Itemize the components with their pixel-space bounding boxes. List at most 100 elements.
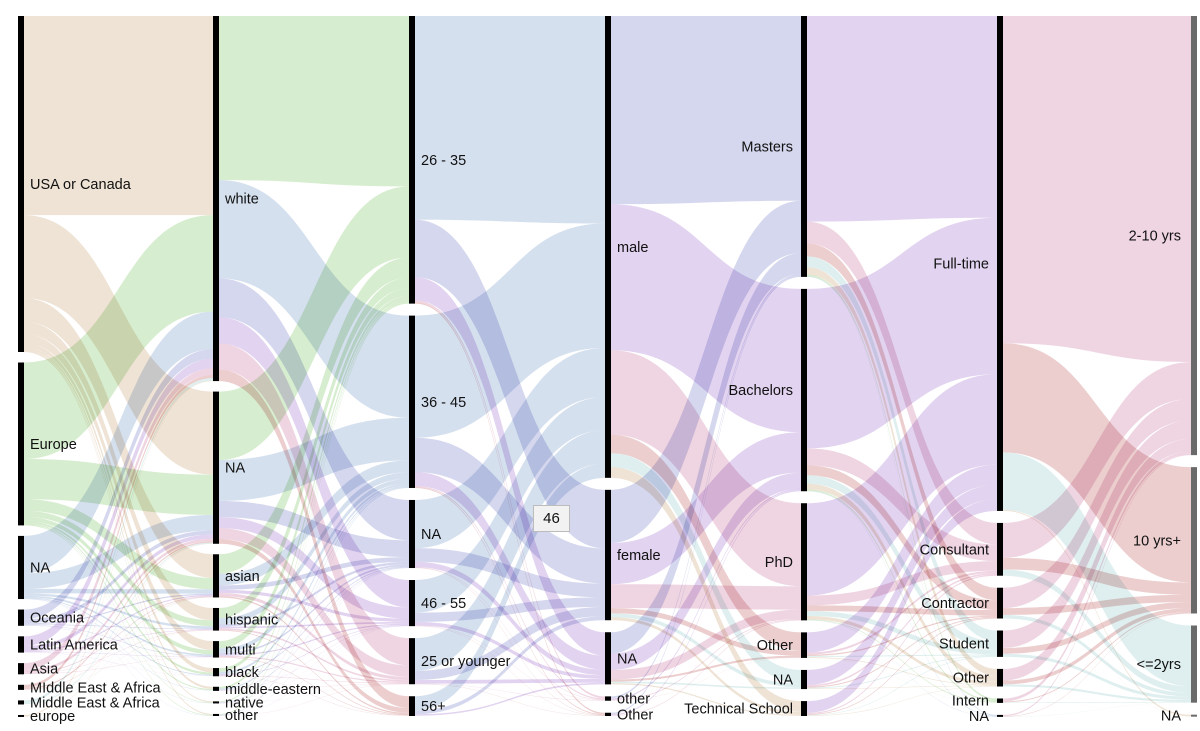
flow-band[interactable] — [24, 543, 213, 717]
node-bar[interactable] — [997, 522, 1003, 576]
node-bar[interactable] — [18, 700, 24, 705]
flow-band[interactable] — [219, 301, 409, 703]
flow-band[interactable] — [807, 374, 997, 596]
flow-band[interactable] — [219, 623, 409, 656]
flow-band[interactable] — [219, 500, 409, 558]
flow-band[interactable] — [807, 570, 997, 655]
flow-band[interactable] — [415, 625, 605, 701]
node-bar[interactable] — [213, 641, 219, 658]
node-bar[interactable] — [997, 714, 1003, 717]
node-bar[interactable] — [997, 668, 1003, 687]
flow-band[interactable] — [219, 485, 409, 690]
flow-band[interactable] — [219, 566, 409, 675]
flow-band[interactable] — [24, 597, 213, 705]
node-bar[interactable] — [213, 607, 219, 631]
node-bar[interactable] — [605, 632, 611, 685]
flow-band[interactable] — [807, 686, 997, 716]
flow-band[interactable] — [415, 347, 605, 549]
flow-band[interactable] — [219, 472, 409, 625]
flow-band[interactable] — [415, 606, 605, 681]
flow-band[interactable] — [24, 598, 213, 691]
node-bar[interactable] — [409, 696, 415, 716]
flow-band[interactable] — [807, 217, 997, 449]
flow-band[interactable] — [24, 16, 213, 216]
flow-band[interactable] — [807, 489, 997, 702]
flow-band[interactable] — [1003, 420, 1191, 648]
flow-band[interactable] — [807, 616, 997, 685]
flow-band[interactable] — [1003, 684, 1191, 702]
flow-band[interactable] — [1003, 612, 1191, 703]
flow-band[interactable] — [24, 630, 213, 690]
flow-band[interactable] — [24, 541, 213, 690]
flow-band[interactable] — [1003, 509, 1191, 717]
node-bar[interactable] — [213, 686, 219, 691]
node-bar[interactable] — [213, 701, 219, 704]
flow-band[interactable] — [219, 343, 409, 666]
flow-band[interactable] — [219, 186, 409, 460]
flow-band[interactable] — [219, 478, 409, 653]
flow-band[interactable] — [24, 624, 213, 630]
flow-band[interactable] — [219, 486, 409, 703]
node-bar[interactable] — [18, 362, 24, 526]
flow-band[interactable] — [219, 625, 409, 704]
flow-band[interactable] — [24, 651, 213, 657]
node-bar[interactable] — [213, 391, 219, 544]
node-bar[interactable] — [801, 288, 807, 492]
flow-band[interactable] — [219, 655, 409, 684]
flow-band[interactable] — [611, 584, 801, 610]
flow-band[interactable] — [24, 349, 213, 620]
flow-band[interactable] — [611, 472, 801, 670]
flow-band[interactable] — [415, 548, 605, 598]
node-bar[interactable] — [409, 499, 415, 569]
flow-band[interactable] — [611, 488, 801, 700]
node-bar[interactable] — [18, 609, 24, 626]
node-bar[interactable] — [605, 696, 611, 701]
node-bar[interactable] — [213, 16, 219, 382]
flow-band[interactable] — [219, 16, 409, 187]
node-bar[interactable] — [801, 503, 807, 621]
flow-band[interactable] — [415, 683, 605, 701]
flow-band[interactable] — [807, 243, 997, 601]
flow-band[interactable] — [24, 524, 213, 716]
flow-band[interactable] — [807, 16, 997, 222]
flow-band[interactable] — [807, 572, 997, 687]
flow-band[interactable] — [219, 625, 409, 716]
flow-band[interactable] — [611, 608, 801, 656]
flow-band[interactable] — [24, 368, 213, 670]
flow-band[interactable] — [24, 629, 213, 674]
node-bar[interactable] — [409, 315, 415, 488]
flow-band[interactable] — [219, 676, 409, 716]
flow-band[interactable] — [807, 656, 997, 716]
node-bar[interactable] — [409, 16, 415, 304]
flow-band[interactable] — [219, 257, 409, 574]
flow-band[interactable] — [611, 681, 801, 689]
node-bar[interactable] — [801, 632, 807, 658]
flow-band[interactable] — [611, 200, 801, 543]
node-bar[interactable] — [605, 16, 611, 478]
flow-band[interactable] — [24, 215, 213, 460]
flow-band[interactable] — [219, 589, 409, 622]
flow-band[interactable] — [219, 684, 409, 716]
flow-band[interactable] — [219, 683, 409, 691]
node-bar[interactable] — [409, 580, 415, 627]
flow-band[interactable] — [611, 252, 801, 654]
flow-band[interactable] — [219, 561, 409, 627]
flow-band[interactable] — [24, 516, 213, 655]
flow-band[interactable] — [611, 683, 801, 716]
flow-band[interactable] — [1003, 398, 1191, 609]
flow-band[interactable] — [807, 484, 997, 686]
flow-band[interactable] — [219, 417, 409, 501]
flow-band[interactable] — [807, 499, 997, 713]
flow-band[interactable] — [24, 656, 213, 675]
node-bar[interactable] — [605, 712, 611, 716]
flow-band[interactable] — [219, 628, 409, 682]
flow-band[interactable] — [415, 625, 605, 716]
flow-band[interactable] — [219, 567, 409, 716]
flow-band[interactable] — [807, 619, 997, 703]
flow-band[interactable] — [219, 629, 409, 715]
flow-band[interactable] — [219, 657, 409, 716]
flow-band[interactable] — [24, 629, 213, 652]
node-bar[interactable] — [18, 684, 24, 690]
flow-band[interactable] — [807, 656, 997, 686]
flow-band[interactable] — [24, 593, 213, 625]
